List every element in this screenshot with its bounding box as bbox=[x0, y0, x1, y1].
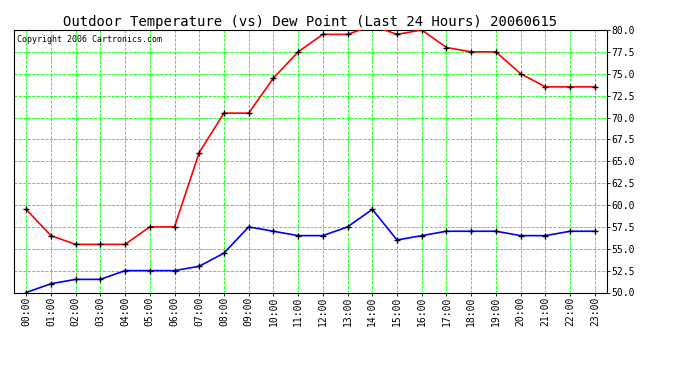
Text: Copyright 2006 Cartronics.com: Copyright 2006 Cartronics.com bbox=[17, 35, 161, 44]
Title: Outdoor Temperature (vs) Dew Point (Last 24 Hours) 20060615: Outdoor Temperature (vs) Dew Point (Last… bbox=[63, 15, 558, 29]
